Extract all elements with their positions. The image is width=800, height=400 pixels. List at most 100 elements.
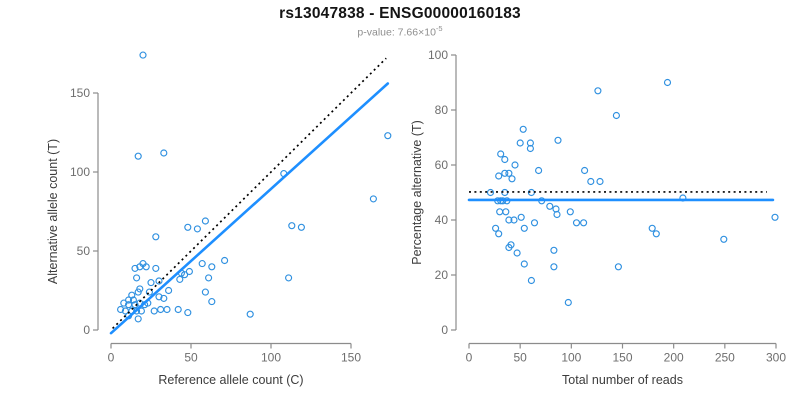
data-point	[594, 87, 602, 95]
data-point	[496, 208, 504, 216]
data-point	[120, 299, 128, 307]
data-point	[511, 161, 519, 169]
identity-line	[112, 57, 387, 330]
data-point	[184, 309, 192, 317]
data-point	[771, 213, 779, 221]
x-axis-title: Total number of reads	[562, 373, 683, 387]
data-point	[652, 230, 660, 238]
x-axis-tick-label: 100	[561, 351, 581, 365]
data-point	[501, 155, 509, 164]
data-point	[486, 188, 495, 197]
data-point	[285, 274, 293, 282]
data-point	[517, 213, 525, 221]
data-point	[510, 216, 518, 224]
data-point	[596, 177, 604, 186]
x-axis-tick-label: 0	[466, 351, 473, 365]
data-point	[136, 285, 144, 293]
x-axis-title: Reference allele count (C)	[158, 373, 303, 387]
x-axis-tick-label: 300	[766, 351, 786, 365]
left-scatter-plot: 0 50 100 150 Reference allele count (C) 0 50 10…	[46, 51, 392, 387]
x-axis-tick-label: 150	[612, 351, 632, 365]
x-axis-tick-label: 50	[184, 351, 198, 365]
data-point	[147, 279, 155, 287]
data-point	[505, 243, 513, 252]
data-point	[163, 305, 171, 314]
data-point	[134, 315, 142, 323]
y-axis-tick-label: 40	[435, 213, 449, 227]
data-point	[520, 260, 528, 268]
data-point	[181, 271, 189, 279]
data-point	[150, 307, 158, 315]
data-point	[174, 305, 182, 314]
data-point	[492, 224, 500, 232]
pvalue-exponent: -5	[435, 24, 443, 33]
x-axis-tick-label: 250	[715, 351, 735, 365]
y-axis-tick-label: 0	[83, 323, 90, 337]
data-point	[193, 225, 201, 233]
data-point	[535, 166, 543, 175]
data-point	[125, 296, 133, 304]
data-point	[505, 169, 513, 177]
data-point	[288, 222, 296, 230]
data-point	[184, 223, 192, 231]
data-point	[495, 172, 503, 180]
data-point	[513, 249, 521, 257]
data-point	[131, 301, 139, 309]
data-point	[550, 263, 558, 271]
data-point	[185, 267, 193, 276]
data-point	[550, 246, 558, 254]
y-axis-tick-label: 60	[435, 158, 449, 172]
data-point	[155, 277, 163, 285]
data-point	[129, 296, 137, 304]
x-axis-tick-label: 50	[513, 351, 527, 365]
data-point	[155, 293, 163, 301]
data-point	[384, 132, 392, 140]
data-point	[520, 224, 528, 232]
pvalue-subtitle: p-value: 7.66×10-5	[0, 24, 800, 39]
data-point	[145, 288, 153, 296]
y-axis-title: Alternative allele count (T)	[46, 139, 60, 284]
data-point	[201, 288, 209, 296]
data-point	[369, 195, 377, 203]
page-title: rs13047838 - ENSG00000160183	[279, 5, 521, 22]
data-point	[519, 125, 527, 133]
data-point	[133, 274, 141, 282]
data-point	[580, 219, 588, 227]
x-axis-tick-label: 100	[261, 351, 281, 365]
data-point	[201, 217, 209, 225]
data-point	[546, 202, 554, 210]
y-axis-tick-label: 80	[435, 103, 449, 117]
y-axis-tick-label: 100	[70, 165, 90, 179]
data-point	[566, 208, 574, 216]
data-point	[526, 144, 534, 153]
data-point	[648, 224, 656, 232]
data-point	[128, 291, 136, 299]
data-point	[142, 263, 150, 271]
pvalue-text: p-value: 7.66×10	[357, 26, 436, 39]
data-point	[160, 294, 168, 302]
data-point	[133, 307, 141, 315]
data-point	[530, 219, 539, 227]
data-point	[208, 298, 216, 306]
x-axis-tick-label: 150	[341, 351, 361, 365]
data-point	[152, 264, 160, 272]
data-point	[516, 139, 524, 147]
data-point	[614, 263, 622, 271]
y-axis-tick-label: 20	[435, 268, 449, 282]
data-point	[134, 152, 142, 160]
data-point	[117, 305, 125, 314]
x-axis-tick-label: 0	[108, 351, 115, 365]
data-point	[198, 260, 206, 268]
y-axis-tick-label: 100	[428, 48, 448, 62]
data-point	[720, 235, 728, 243]
data-point	[612, 111, 620, 120]
data-point	[554, 136, 562, 144]
data-point	[497, 150, 505, 158]
y-axis-tick-label: 50	[77, 244, 91, 258]
data-point	[139, 51, 147, 59]
data-point	[176, 275, 184, 283]
fit-line	[109, 82, 390, 335]
data-point	[553, 210, 561, 219]
data-point	[208, 263, 216, 271]
